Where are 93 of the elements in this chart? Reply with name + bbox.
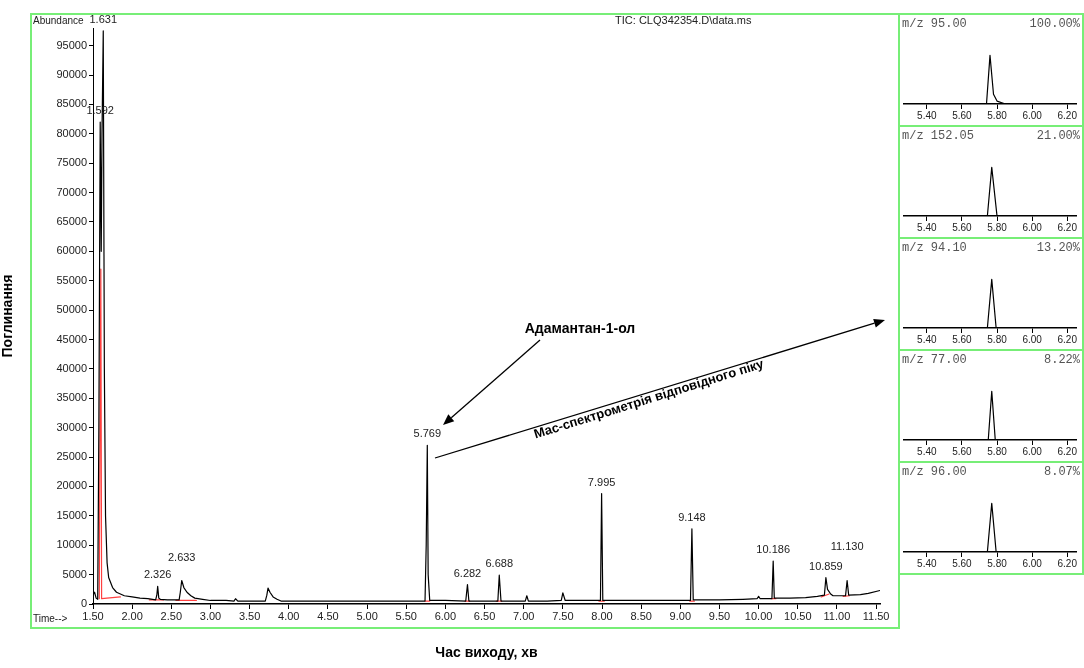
x-tick-label: 5.00 [356, 609, 378, 622]
x-tick-label: 5.80 [987, 557, 1008, 569]
y-tick-label: 35000 [56, 391, 87, 404]
x-tick-label: 6.20 [1057, 557, 1078, 569]
x-tick-label: 5.40 [917, 221, 937, 233]
x-tick-label: 7.50 [552, 609, 574, 622]
annotation: Адамантан-1-ол [524, 320, 636, 336]
x-tick-label: 5.40 [917, 333, 937, 345]
x-tick-label: 11.00 [823, 609, 851, 622]
x-tick-label: 6.00 [1022, 109, 1043, 121]
x-tick-label: 5.40 [917, 557, 937, 569]
y-tick-label: 5000 [62, 567, 87, 580]
annotation: 2.326 [143, 568, 172, 581]
y-tick-label: 75000 [56, 156, 87, 169]
x-tick-label: 5.40 [917, 109, 937, 121]
y-axis-title: Поглинання [0, 274, 16, 358]
annotation: 6.688 [485, 557, 514, 570]
x-tick-label: 6.00 [434, 609, 457, 622]
y-tick-label: 95000 [56, 38, 87, 51]
x-tick-label: 5.80 [987, 445, 1008, 457]
y-tick-label: 0 [80, 597, 87, 610]
chart-title: m/z 94.10 [902, 241, 967, 255]
x-tick-label: 5.60 [952, 109, 973, 121]
annotation: 5.769 [413, 427, 442, 440]
y-tick-label: 10000 [56, 538, 87, 551]
x-tick-label: 3.50 [238, 609, 261, 622]
y-tick-label: 90000 [56, 68, 87, 81]
x-tick-label: 3.00 [199, 609, 222, 622]
x-tick-label: 5.80 [987, 333, 1008, 345]
x-tick-label: 6.20 [1057, 221, 1078, 233]
text: Abundance [33, 15, 85, 26]
x-tick-label: 4.50 [317, 609, 339, 622]
y-tick-label: 60000 [56, 244, 87, 257]
chart-title: m/z 152.05 [902, 129, 975, 143]
x-tick-label: 6.00 [1022, 445, 1043, 457]
x-tick-label: 6.20 [1057, 109, 1078, 121]
x-tick-label: 8.00 [591, 609, 613, 622]
x-tick-label: 5.40 [917, 445, 937, 457]
y-tick-label: 25000 [56, 450, 87, 463]
x-tick-label: 5.80 [987, 109, 1008, 121]
x-tick-label: 5.80 [987, 221, 1008, 233]
x-tick-label: 10.50 [784, 609, 812, 622]
chart-subtitle: 8.22% [1043, 353, 1081, 367]
text: Time--> [33, 613, 68, 624]
x-axis-title: Час виходу, хв [435, 644, 539, 661]
chart-subtitle: 13.20% [1036, 241, 1081, 255]
x-tick-label: 6.00 [1022, 333, 1043, 345]
y-tick-label: 40000 [56, 361, 87, 374]
y-tick-label: 55000 [56, 273, 87, 286]
chart-subtitle: TIC: CLQ342354.D\data.ms [615, 14, 752, 26]
x-tick-label: 5.60 [952, 557, 973, 569]
annotation: 11.130 [830, 540, 864, 553]
x-tick-label: 2.50 [160, 609, 183, 622]
chart-subtitle: 100.00% [1029, 17, 1081, 31]
x-tick-label: 7.00 [512, 609, 535, 622]
x-tick-label: 6.00 [1022, 221, 1043, 233]
y-tick-label: 50000 [56, 303, 87, 316]
x-tick-label: 9.50 [708, 609, 731, 622]
chart-title: m/z 77.00 [902, 353, 967, 367]
annotation: 10.186 [756, 543, 791, 556]
annotation: 10.859 [809, 559, 843, 572]
x-tick-label: 9.00 [669, 609, 692, 622]
x-tick-label: 10.00 [744, 609, 773, 622]
annotation: 9.148 [678, 510, 706, 523]
annotation: 2.633 [167, 551, 196, 564]
y-tick-label: 20000 [56, 479, 87, 492]
y-tick-label: 15000 [56, 508, 87, 521]
x-tick-label: 6.20 [1057, 333, 1078, 345]
x-tick-label: 1.50 [82, 609, 104, 622]
annotation: 7.995 [587, 475, 616, 488]
y-tick-label: 45000 [56, 332, 87, 345]
x-tick-label: 6.50 [473, 609, 496, 622]
x-tick-label: 6.00 [1022, 557, 1043, 569]
chart-subtitle: 21.00% [1036, 129, 1081, 143]
y-tick-label: 70000 [56, 185, 87, 198]
chart-subtitle: 8.07% [1043, 465, 1081, 479]
chart-title: m/z 96.00 [902, 465, 967, 479]
x-tick-label: 4.00 [278, 609, 300, 622]
x-tick-label: 5.60 [952, 445, 973, 457]
chart-title: m/z 95.00 [902, 17, 967, 31]
x-tick-label: 5.60 [952, 333, 973, 345]
x-tick-label: 11.50 [862, 609, 890, 622]
y-tick-label: 85000 [56, 97, 87, 110]
x-tick-label: 5.50 [395, 609, 417, 622]
x-tick-label: 8.50 [630, 609, 652, 622]
y-tick-label: 65000 [56, 214, 87, 227]
x-tick-label: 6.20 [1057, 445, 1078, 457]
y-tick-label: 80000 [56, 126, 87, 139]
x-tick-label: 5.60 [952, 221, 973, 233]
annotation: 1.631 [89, 12, 118, 25]
x-tick-label: 2.00 [121, 609, 143, 622]
annotation: 6.282 [453, 566, 482, 579]
y-tick-label: 30000 [56, 420, 87, 433]
